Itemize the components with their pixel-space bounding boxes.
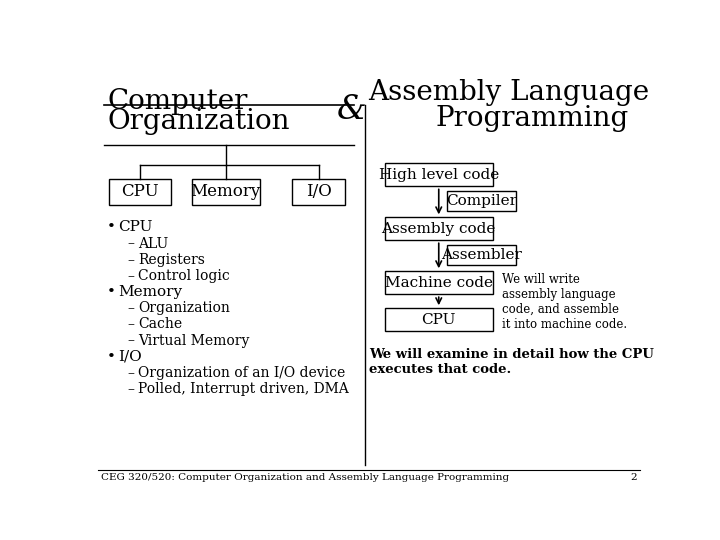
Text: –: – (127, 269, 134, 283)
Text: Virtual Memory: Virtual Memory (138, 334, 249, 348)
Text: –: – (127, 366, 134, 380)
Text: Programming: Programming (435, 105, 629, 132)
Text: •: • (107, 285, 116, 299)
Text: Assembly Language: Assembly Language (368, 79, 649, 106)
Text: CPU: CPU (118, 220, 153, 234)
Text: Assembly code: Assembly code (382, 222, 496, 236)
Text: Machine code: Machine code (384, 276, 492, 289)
Text: Computer: Computer (107, 88, 248, 115)
Text: –: – (127, 301, 134, 315)
Text: Registers: Registers (138, 253, 205, 267)
Text: –: – (127, 382, 134, 396)
Text: –: – (127, 237, 134, 251)
Text: Compiler: Compiler (446, 194, 517, 208)
Text: Cache: Cache (138, 318, 182, 332)
Text: CEG 320/520: Computer Organization and Assembly Language Programming: CEG 320/520: Computer Organization and A… (101, 473, 509, 482)
Bar (446, 245, 516, 265)
Text: –: – (127, 318, 134, 332)
Text: •: • (107, 350, 116, 364)
Bar (384, 217, 493, 240)
Text: •: • (107, 220, 116, 234)
Text: Polled, Interrupt driven, DMA: Polled, Interrupt driven, DMA (138, 382, 348, 396)
Bar (446, 191, 516, 211)
Bar (292, 179, 345, 205)
Text: –: – (127, 253, 134, 267)
Text: CPU: CPU (421, 313, 456, 327)
Bar (384, 164, 493, 186)
Text: Control logic: Control logic (138, 269, 230, 283)
Text: Organization: Organization (138, 301, 230, 315)
Text: 2: 2 (631, 473, 637, 482)
Text: Assembler: Assembler (441, 248, 522, 262)
Text: Organization of an I/O device: Organization of an I/O device (138, 366, 346, 380)
Text: High level code: High level code (379, 168, 499, 182)
Text: CPU: CPU (122, 184, 159, 200)
Text: ALU: ALU (138, 237, 168, 251)
Text: We will examine in detail how the CPU
executes that code.: We will examine in detail how the CPU ex… (369, 348, 654, 376)
Bar (384, 271, 493, 294)
Bar (109, 179, 171, 205)
Text: I/O: I/O (306, 184, 331, 200)
Text: Organization: Organization (107, 108, 289, 135)
Text: We will write
assembly language
code, and assemble
it into machine code.: We will write assembly language code, an… (503, 273, 627, 330)
Text: Memory: Memory (191, 184, 261, 200)
Text: &: & (337, 94, 366, 126)
Bar (192, 179, 260, 205)
Text: Memory: Memory (118, 285, 182, 299)
Text: I/O: I/O (118, 350, 142, 364)
Bar (384, 308, 493, 331)
Text: –: – (127, 334, 134, 348)
